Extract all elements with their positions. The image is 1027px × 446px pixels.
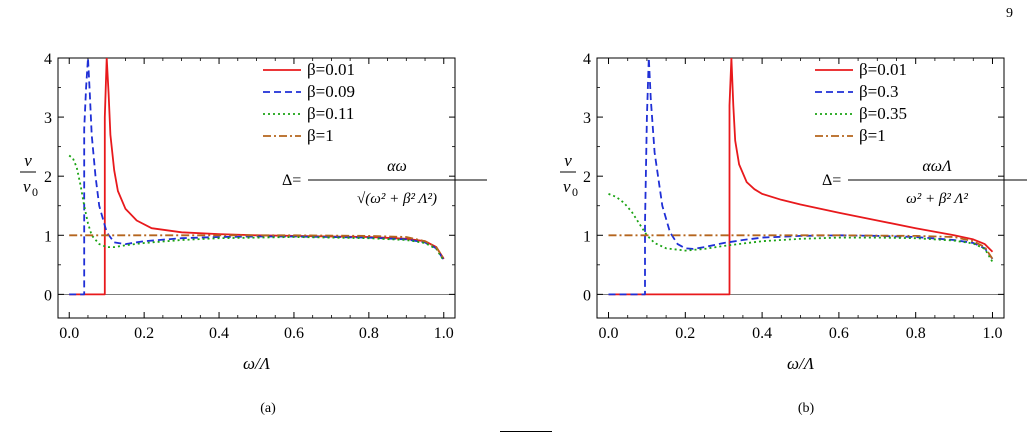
y-axis-label: νν 0 — [20, 151, 38, 199]
y-label-numerator: ν — [24, 151, 32, 170]
series-line-1 — [608, 58, 994, 296]
legend-label: β=0.11 — [307, 104, 354, 123]
legend-label: β=0.01 — [307, 60, 355, 79]
x-axis-label: ω/Λ — [243, 354, 271, 373]
x-tick-label: 0.2 — [134, 325, 154, 342]
y-tick-label: 0 — [583, 287, 591, 304]
formula-lhs: Δ= — [282, 172, 301, 189]
series-line-0 — [69, 58, 445, 296]
x-tick-label: 0.0 — [59, 325, 79, 342]
series-line-3 — [69, 234, 445, 260]
x-tick-label: 1.0 — [434, 325, 454, 342]
formula-numerator: αω — [387, 158, 407, 175]
y-label-denominator: ν — [563, 177, 571, 196]
legend-label: β=1 — [307, 126, 334, 145]
formula-annotation: Δ= αωΛ ω² + β² Λ² — [822, 158, 1027, 207]
legend: β=0.01 β=0.09 β=0.11 β=1 — [263, 60, 355, 145]
y-tick-label: 4 — [583, 51, 591, 68]
plot-frame — [596, 57, 1005, 319]
x-tick-label: 0.2 — [675, 325, 695, 342]
x-tick-label: 0.4 — [752, 325, 772, 342]
legend-label: β=0.3 — [859, 82, 899, 101]
page-number: 9 — [1006, 6, 1013, 21]
formula-denominator: √(ω² + β² Λ²) — [357, 191, 437, 207]
chart-panel-b: 0.0 0.2 0.4 0.6 0.8 1.0 0 1 2 3 4 β=0.01 β=0.3 β=0.35… — [560, 51, 1027, 416]
x-tick-label: 0.8 — [359, 325, 379, 342]
x-tick-label: 0.0 — [599, 325, 619, 342]
chart-panel-a: 0.0 0.2 0.4 0.6 0.8 1.0 0 1 2 3 4 β=0.01 β=0.09 β=0.1… — [20, 51, 487, 416]
cropped-rule-left — [500, 431, 552, 432]
y-tick-label: 0 — [44, 287, 52, 304]
x-tick-label: 0.8 — [906, 325, 926, 342]
x-axis-label: ω/Λ — [787, 354, 815, 373]
y-label-numerator: ν — [564, 151, 572, 170]
legend-label: β=1 — [859, 126, 886, 145]
y-tick-label: 2 — [583, 169, 591, 186]
y-tick-label: 1 — [583, 228, 591, 245]
series-line-2 — [68, 154, 445, 262]
y-tick-label: 2 — [44, 169, 52, 186]
y-axis-label: νν 0 — [560, 151, 578, 199]
formula-annotation: Δ= αω √(ω² + β² Λ²) — [282, 158, 487, 207]
legend-label: β=0.35 — [859, 104, 907, 123]
series-line-3 — [608, 234, 994, 260]
y-label-denominator: ν — [23, 177, 31, 196]
y-tick-label: 3 — [583, 110, 591, 127]
series-line-1 — [69, 58, 445, 296]
y-label-subscript: 0 — [572, 185, 578, 199]
legend-label: β=0.09 — [307, 82, 355, 101]
legend-label: β=0.01 — [859, 60, 907, 79]
panel-caption: (a) — [260, 401, 276, 416]
series-line-0 — [608, 58, 994, 296]
y-tick-label: 3 — [44, 110, 52, 127]
x-tick-label: 0.4 — [209, 325, 229, 342]
formula-denominator: ω² + β² Λ² — [906, 191, 968, 207]
x-tick-label: 0.6 — [829, 325, 849, 342]
y-tick-label: 1 — [44, 228, 52, 245]
x-tick-label: 0.6 — [284, 325, 304, 342]
y-tick-label: 4 — [44, 51, 52, 68]
x-tick-label: 1.0 — [982, 325, 1002, 342]
legend: β=0.01 β=0.3 β=0.35 β=1 — [815, 60, 907, 145]
y-label-subscript: 0 — [32, 185, 38, 199]
formula-lhs: Δ= — [822, 172, 841, 189]
panel-caption: (b) — [798, 401, 815, 416]
formula-numerator: αωΛ — [922, 158, 952, 175]
